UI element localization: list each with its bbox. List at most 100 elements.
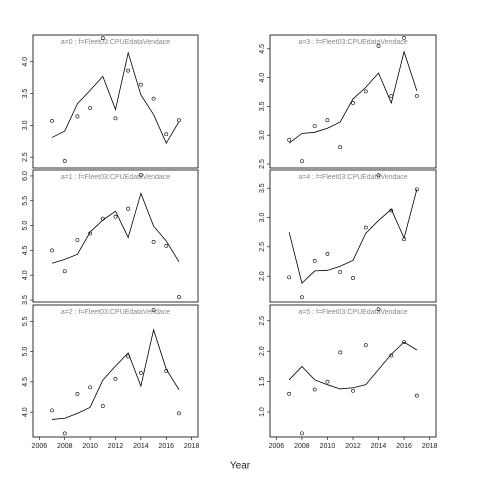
- y-tick-label: 2.5: [259, 242, 266, 252]
- observed-point: [312, 259, 317, 263]
- observed-point: [363, 225, 368, 230]
- observed-point: [351, 388, 355, 393]
- observed-point: [75, 392, 80, 396]
- observed-point: [389, 353, 394, 358]
- y-tick-label: 4.5: [22, 245, 29, 255]
- observed-point: [126, 354, 131, 359]
- x-tick-label: 2012: [108, 443, 124, 450]
- observed-point: [100, 404, 105, 409]
- panel-frame: [269, 169, 437, 303]
- y-tick-label: 4.5: [259, 44, 266, 54]
- observed-point: [177, 295, 181, 299]
- panel-frame: [269, 304, 437, 438]
- y-tick-label: 3.5: [22, 295, 29, 305]
- observed-point: [402, 340, 406, 345]
- fitted-line: [288, 341, 418, 390]
- y-tick-label: 1.0: [259, 407, 266, 417]
- observed-point: [50, 248, 54, 253]
- observed-point: [414, 94, 419, 98]
- observed-point: [338, 350, 343, 355]
- observed-point: [126, 68, 131, 73]
- x-axis-label: Year: [230, 461, 251, 472]
- fitted-line: [288, 189, 418, 284]
- observed-point: [164, 132, 169, 137]
- observed-point: [300, 431, 304, 436]
- observed-point: [50, 408, 54, 413]
- observed-point: [126, 206, 131, 211]
- observed-point: [300, 295, 304, 300]
- y-tick-label: 2.5: [259, 159, 266, 169]
- x-tick-label: 2018: [422, 443, 438, 450]
- observed-point: [62, 269, 67, 274]
- y-tick-label: 3.0: [22, 120, 29, 130]
- panel-title: a=3 : f=Fleet03:CPUEdataVendace: [298, 39, 407, 46]
- observed-point: [151, 307, 156, 312]
- y-tick-label: 5.5: [22, 196, 29, 206]
- observed-point: [113, 214, 118, 219]
- observed-point: [88, 106, 93, 111]
- panel-frame: [32, 34, 199, 169]
- observed-point: [62, 159, 67, 163]
- x-tick-label: 2010: [82, 443, 98, 450]
- observed-point: [325, 251, 330, 256]
- observed-point: [402, 35, 406, 40]
- y-tick-label: 4.0: [259, 73, 266, 83]
- observed-point: [363, 89, 368, 94]
- x-tick-label: 2006: [32, 443, 48, 450]
- observed-point: [312, 387, 317, 392]
- observed-point: [287, 275, 292, 280]
- y-tick-label: 3.5: [22, 89, 29, 99]
- observed-point: [287, 137, 292, 142]
- panel-title: a=5 : f=Fleet03:CPUEdataVendace: [298, 309, 407, 316]
- observed-point: [351, 101, 355, 105]
- y-tick-label: 3.0: [259, 130, 266, 140]
- y-tick-label: 2.5: [259, 316, 266, 326]
- x-tick-label: 2008: [57, 443, 73, 450]
- x-tick-label: 2016: [158, 443, 174, 450]
- observed-point: [325, 118, 330, 123]
- observed-point: [338, 270, 343, 274]
- observed-point: [138, 173, 143, 177]
- observed-point: [75, 238, 80, 242]
- observed-point: [151, 240, 156, 244]
- fitted-line: [288, 50, 418, 144]
- observed-point: [88, 231, 93, 236]
- fitted-line: [51, 192, 180, 264]
- observed-point: [113, 376, 118, 381]
- observed-point: [300, 159, 304, 163]
- x-tick-label: 2006: [269, 443, 285, 450]
- x-tick-label: 2012: [345, 443, 361, 450]
- observed-point: [138, 370, 143, 375]
- fitted-line: [52, 328, 180, 420]
- observed-point: [100, 216, 105, 221]
- x-tick-label: 2010: [320, 443, 336, 450]
- observed-point: [113, 116, 118, 121]
- y-tick-label: 6.0: [22, 171, 29, 181]
- observed-point: [389, 94, 394, 98]
- y-tick-label: 4.0: [22, 407, 29, 417]
- observed-point: [363, 343, 368, 348]
- x-tick-label: 2018: [184, 443, 200, 450]
- x-tick-label: 2014: [371, 443, 387, 450]
- y-tick-label: 3.5: [259, 183, 266, 193]
- observed-point: [414, 187, 419, 192]
- panel-title: a=4 : f=Fleet03:CPUEdataVendace: [298, 174, 407, 181]
- y-tick-label: 4.0: [22, 270, 29, 280]
- panel-frame: [269, 34, 437, 169]
- observed-point: [376, 307, 381, 312]
- observed-point: [402, 237, 406, 242]
- observed-point: [312, 124, 317, 128]
- observed-point: [376, 173, 381, 178]
- observed-point: [338, 145, 343, 150]
- panel-frame: [32, 304, 199, 438]
- observed-point: [351, 276, 355, 280]
- x-tick-label: 2016: [396, 443, 412, 450]
- y-tick-label: 5.0: [22, 347, 29, 357]
- observed-point: [100, 36, 105, 41]
- panel-title: a=2 : f=Fleet03:CPUEdataVendace: [61, 309, 170, 316]
- observed-point: [151, 96, 156, 101]
- y-tick-label: 5.5: [22, 316, 29, 326]
- observed-point: [389, 208, 394, 213]
- y-tick-label: 2.0: [259, 346, 266, 356]
- y-tick-label: 4.5: [22, 377, 29, 387]
